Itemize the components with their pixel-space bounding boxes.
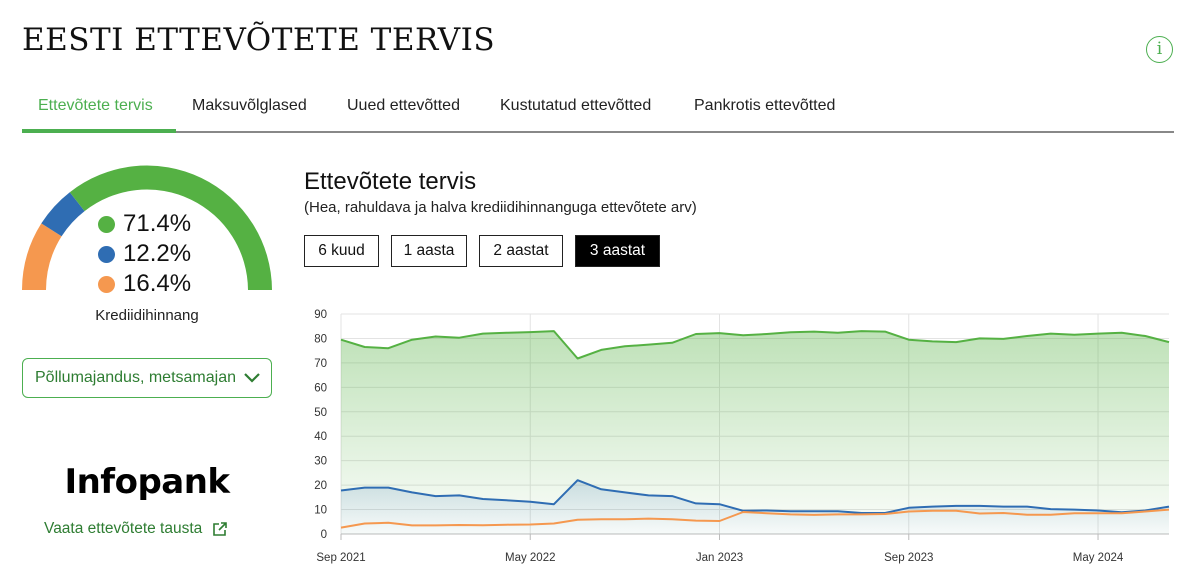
green-dot-icon xyxy=(98,215,115,233)
area-good xyxy=(341,331,1169,534)
y-tick-label: 10 xyxy=(314,505,327,517)
gauge-segment-satisfactory xyxy=(41,192,85,237)
tab-kustutatud-ettevotted[interactable]: Kustutatud ettevõtted xyxy=(500,97,652,114)
company-background-link[interactable]: Vaata ettevõtete tausta xyxy=(44,520,228,538)
sector-select[interactable]: Põllumajandus, metsamajandus ja kalapüük xyxy=(22,358,272,398)
y-tick-label: 0 xyxy=(321,529,327,541)
y-tick-label: 20 xyxy=(314,480,327,492)
x-tick-label: May 2024 xyxy=(1073,552,1124,564)
x-tick-label: Sep 2021 xyxy=(316,552,365,564)
y-tick-label: 70 xyxy=(314,358,327,370)
health-line-chart: 0 10 20 30 40 50 60 70 80 90 Sep 2021 May 2022 Jan 2… xyxy=(314,309,1170,564)
period-1-year-button[interactable]: 1 aasta xyxy=(391,235,467,267)
credit-rating-gauge xyxy=(22,165,272,290)
gauge-segment-good xyxy=(69,165,272,290)
sector-select-value: Põllumajandus, metsamajandus ja kalapüük xyxy=(35,369,235,386)
series-line-good xyxy=(340,330,1170,360)
gauge-legend-good: 71.4% xyxy=(98,210,191,238)
period-6-months-button[interactable]: 6 kuud xyxy=(304,235,379,267)
y-tick-label: 50 xyxy=(314,407,327,419)
y-tick-label: 80 xyxy=(314,333,327,345)
y-tick-label: 30 xyxy=(314,456,327,468)
y-tick-label: 90 xyxy=(314,309,327,321)
external-link-icon xyxy=(213,522,228,536)
chevron-down-icon xyxy=(244,373,260,383)
blue-dot-icon xyxy=(98,245,115,263)
period-2-years-button[interactable]: 2 aastat xyxy=(479,235,563,267)
tab-pankrotis-ettevotted[interactable]: Pankrotis ettevõtted xyxy=(694,97,836,114)
chart-title: Ettevõtete tervis xyxy=(304,168,477,195)
info-icon[interactable]: i xyxy=(1146,36,1173,63)
orange-dot-icon xyxy=(98,275,115,293)
gauge-legend-bad: 16.4% xyxy=(98,270,191,298)
chart-subtitle: (Hea, rahuldava ja halva krediidihinnang… xyxy=(304,199,697,216)
series-line-satisfactory xyxy=(340,479,1170,514)
y-tick-label: 60 xyxy=(314,382,327,394)
period-3-years-button[interactable]: 3 aastat xyxy=(575,235,660,267)
page-title: EESTI ETTEVÕTETE TERVIS xyxy=(22,22,496,58)
tab-bar: Ettevõtete tervis Maksuvõlglased Uued et… xyxy=(22,86,1174,133)
infopank-logo: Infopank xyxy=(64,462,230,502)
tab-maksuvolglased[interactable]: Maksuvõlglased xyxy=(192,97,307,114)
x-tick-label: Sep 2023 xyxy=(884,552,933,564)
gauge-segment-bad xyxy=(22,223,62,290)
tab-ettevotete-tervis[interactable]: Ettevõtete tervis xyxy=(22,86,176,133)
gauge-legend-satisfactory: 12.2% xyxy=(98,240,191,268)
area-satisfactory xyxy=(341,480,1169,534)
y-tick-label: 40 xyxy=(314,431,327,443)
series-line-bad xyxy=(340,508,1170,529)
x-tick-label: Jan 2023 xyxy=(696,552,743,564)
gauge-label: Krediidihinnang xyxy=(95,307,199,324)
x-tick-label: May 2022 xyxy=(505,552,556,564)
tab-uued-ettevotted[interactable]: Uued ettevõtted xyxy=(347,97,460,114)
